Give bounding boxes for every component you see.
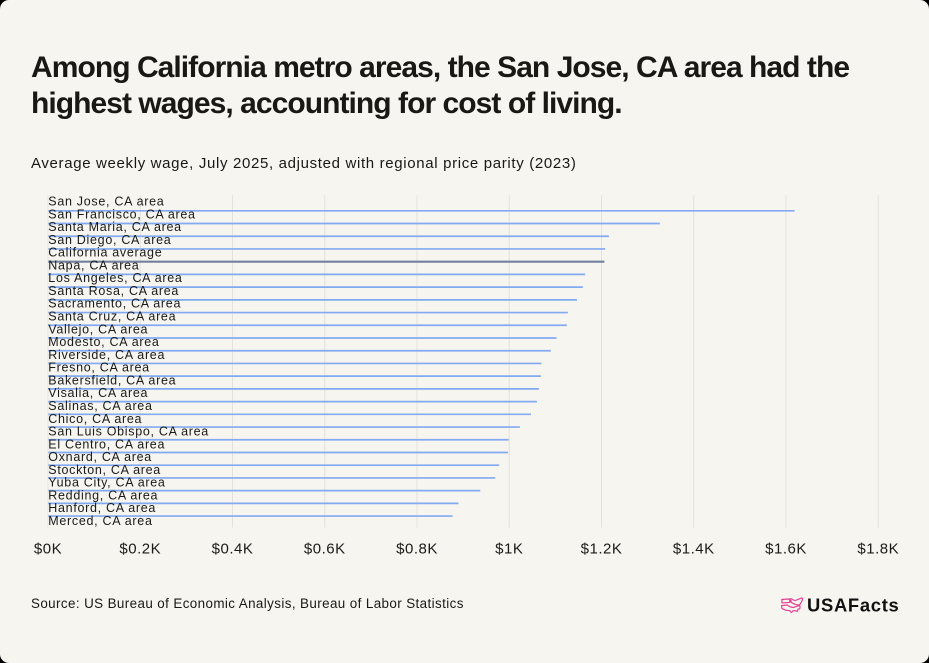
svg-text:California average: California average: [48, 246, 162, 260]
svg-text:$1.2K: $1.2K: [581, 541, 623, 558]
svg-text:Riverside, CA area: Riverside, CA area: [48, 348, 165, 362]
svg-text:Redding, CA area: Redding, CA area: [48, 488, 158, 502]
svg-text:Chico, CA area: Chico, CA area: [48, 412, 142, 426]
svg-text:Yuba City, CA area: Yuba City, CA area: [48, 476, 165, 490]
svg-text:$0.8K: $0.8K: [396, 541, 438, 558]
svg-text:$1.6K: $1.6K: [765, 541, 807, 558]
svg-text:USAFacts: USAFacts: [807, 594, 899, 615]
svg-text:$0.2K: $0.2K: [119, 541, 161, 558]
svg-text:$0K: $0K: [34, 541, 62, 558]
svg-text:Modesto, CA area: Modesto, CA area: [48, 335, 159, 349]
svg-text:San Jose, CA area: San Jose, CA area: [48, 195, 164, 209]
svg-text:Oxnard, CA area: Oxnard, CA area: [48, 450, 152, 464]
svg-text:$1.8K: $1.8K: [857, 541, 899, 558]
svg-text:Napa, CA area: Napa, CA area: [48, 258, 139, 272]
svg-text:Fresno, CA area: Fresno, CA area: [48, 361, 150, 375]
svg-text:Santa Cruz, CA area: Santa Cruz, CA area: [48, 310, 176, 324]
svg-text:$0.6K: $0.6K: [304, 541, 346, 558]
svg-text:El Centro, CA area: El Centro, CA area: [48, 437, 165, 451]
svg-text:Visalia, CA area: Visalia, CA area: [48, 386, 148, 400]
svg-text:Los Angeles, CA area: Los Angeles, CA area: [48, 271, 182, 285]
svg-text:Salinas, CA area: Salinas, CA area: [48, 399, 152, 413]
svg-text:Santa Maria, CA area: Santa Maria, CA area: [48, 220, 182, 234]
svg-text:Bakersfield, CA area: Bakersfield, CA area: [48, 373, 176, 387]
svg-text:Stockton, CA area: Stockton, CA area: [48, 463, 161, 477]
svg-text:San Luis Obispo, CA area: San Luis Obispo, CA area: [48, 425, 209, 439]
svg-text:$0.4K: $0.4K: [212, 541, 254, 558]
svg-text:$1.4K: $1.4K: [673, 541, 715, 558]
svg-text:San Diego, CA area: San Diego, CA area: [48, 233, 171, 247]
svg-text:Hanford, CA area: Hanford, CA area: [48, 501, 156, 515]
svg-text:Sacramento, CA area: Sacramento, CA area: [48, 297, 181, 311]
svg-text:Merced, CA area: Merced, CA area: [48, 514, 152, 528]
svg-text:$1K: $1K: [495, 541, 523, 558]
svg-text:San Francisco, CA area: San Francisco, CA area: [48, 207, 195, 221]
svg-text:Vallejo, CA area: Vallejo, CA area: [48, 322, 148, 336]
svg-text:Santa Rosa, CA area: Santa Rosa, CA area: [48, 284, 179, 298]
